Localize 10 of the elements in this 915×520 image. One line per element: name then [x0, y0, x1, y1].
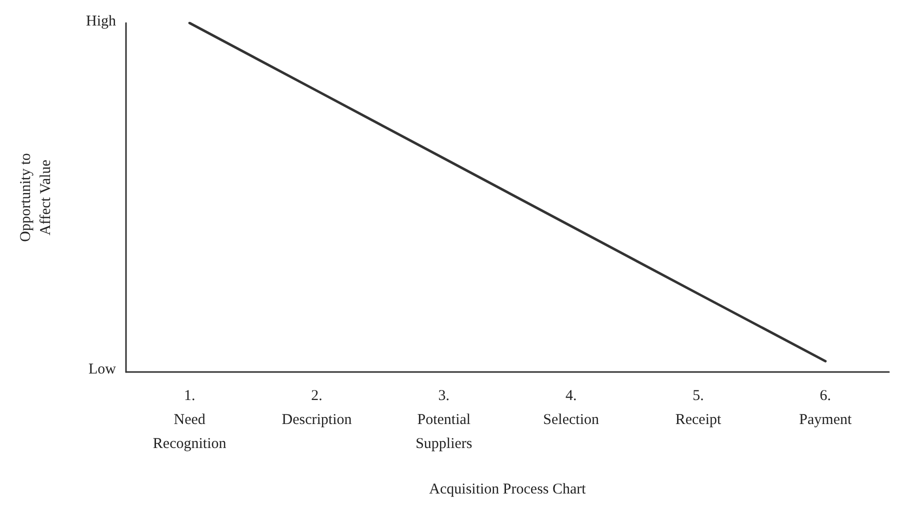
y-axis-title: Opportunity to Affect Value	[18, 153, 54, 242]
x-tick-label: 5. Receipt	[675, 388, 722, 428]
x-tick-label: 4. Selection	[543, 388, 600, 428]
x-axis-title: Acquisition Process Chart	[429, 482, 587, 498]
x-tick-label: 2. Description	[282, 388, 352, 428]
x-tick-label: 6. Payment	[799, 388, 852, 428]
text: High	[86, 14, 116, 30]
x-tick-label: 3. Potential Suppliers	[416, 388, 472, 452]
x-tick-label: 1. Need Recognition	[152, 388, 227, 452]
text: Low	[88, 362, 116, 378]
